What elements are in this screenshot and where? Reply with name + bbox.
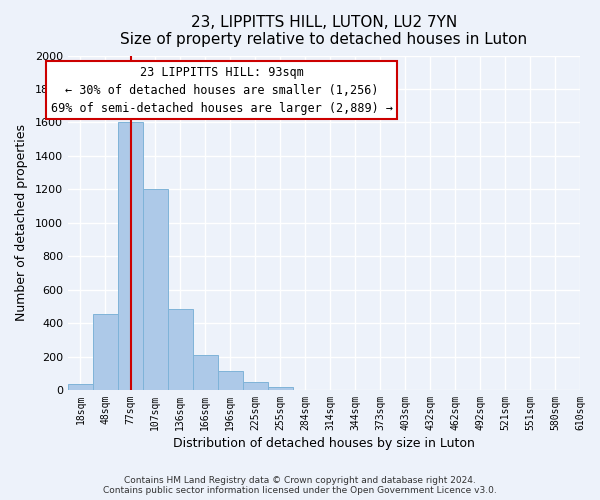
Bar xyxy=(93,314,118,390)
Title: 23, LIPPITTS HILL, LUTON, LU2 7YN
Size of property relative to detached houses i: 23, LIPPITTS HILL, LUTON, LU2 7YN Size o… xyxy=(121,15,527,48)
Bar xyxy=(168,309,193,390)
Bar xyxy=(118,122,143,390)
X-axis label: Distribution of detached houses by size in Luton: Distribution of detached houses by size … xyxy=(173,437,475,450)
Bar xyxy=(243,382,268,390)
Bar xyxy=(268,388,293,390)
Y-axis label: Number of detached properties: Number of detached properties xyxy=(15,124,28,321)
Bar xyxy=(68,384,93,390)
Bar xyxy=(143,190,168,390)
Bar xyxy=(193,355,218,390)
Bar xyxy=(218,370,243,390)
Text: Contains HM Land Registry data © Crown copyright and database right 2024.
Contai: Contains HM Land Registry data © Crown c… xyxy=(103,476,497,495)
Text: 23 LIPPITTS HILL: 93sqm
← 30% of detached houses are smaller (1,256)
69% of semi: 23 LIPPITTS HILL: 93sqm ← 30% of detache… xyxy=(50,66,392,114)
